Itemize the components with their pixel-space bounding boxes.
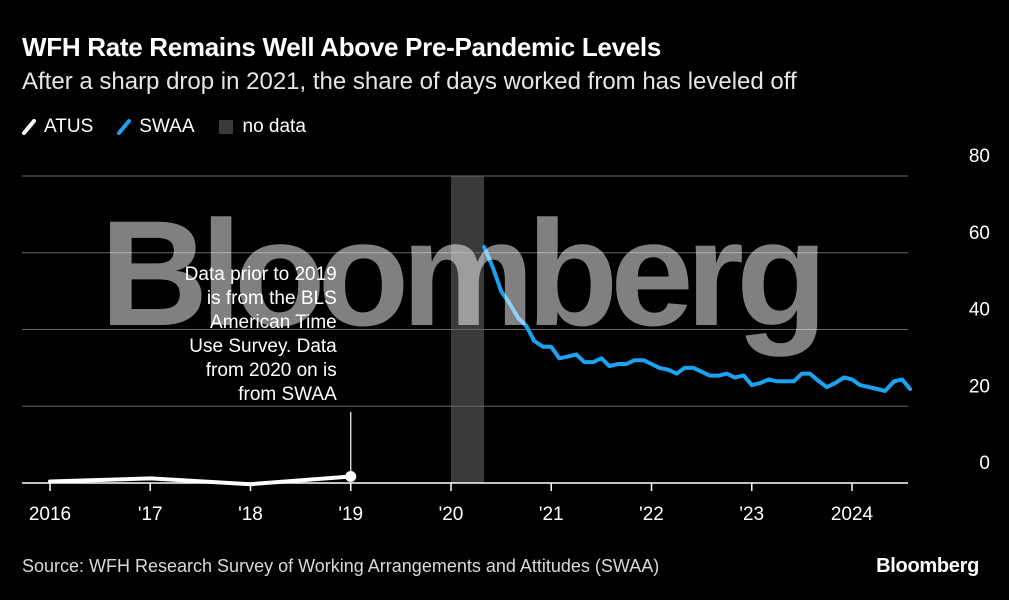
x-tick-label: '20 [439, 504, 464, 525]
legend-label-swaa: SWAA [139, 116, 195, 137]
legend-label-nodata: no data [242, 116, 306, 137]
annotation-text-line: from SWAA [238, 384, 337, 405]
annotation-text-line: Use Survey. Data [189, 336, 337, 357]
x-tick-label: 2024 [831, 504, 874, 525]
y-tick-label: 60 [969, 223, 990, 244]
atus-endpoint-marker [345, 470, 357, 482]
annotation-text-line: from 2020 on is [206, 360, 337, 381]
chart-subtitle: After a sharp drop in 2021, the share of… [22, 68, 797, 95]
legend-item-nodata: no data [218, 116, 306, 138]
annotation-text-line: Data prior to 2019 [185, 264, 337, 285]
swaa-line-icon [117, 119, 132, 135]
x-tick-label: 2016 [29, 504, 71, 525]
series-line-swaa [482, 245, 913, 393]
legend-item-swaa: SWAA [117, 116, 195, 138]
x-tick-label: '23 [739, 504, 764, 525]
x-tick-label: '19 [338, 504, 363, 525]
chart-legend: ATUS SWAA no data [22, 116, 330, 138]
source-note: Source: WFH Research Survey of Working A… [22, 556, 660, 576]
x-tick-label: '18 [238, 504, 263, 525]
annotation-text-line: American Time [210, 312, 337, 333]
x-tick-label: '21 [539, 504, 564, 525]
annotation-text-line: is from the BLS [207, 288, 337, 309]
y-tick-label: 80 [969, 146, 990, 167]
x-tick-label: '17 [138, 504, 163, 525]
nodata-swatch-icon [218, 120, 233, 134]
y-tick-label: 0 [979, 453, 990, 474]
chart-title: WFH Rate Remains Well Above Pre-Pandemic… [22, 32, 661, 62]
y-tick-label: 20 [969, 376, 990, 397]
x-tick-label: '22 [639, 504, 664, 525]
legend-label-atus: ATUS [44, 116, 94, 137]
legend-item-atus: ATUS [22, 116, 93, 138]
atus-line-icon [22, 119, 36, 135]
y-tick-label: 40 [969, 300, 990, 321]
bloomberg-logo: Bloomberg [876, 555, 979, 577]
series-line-atus [48, 474, 353, 487]
